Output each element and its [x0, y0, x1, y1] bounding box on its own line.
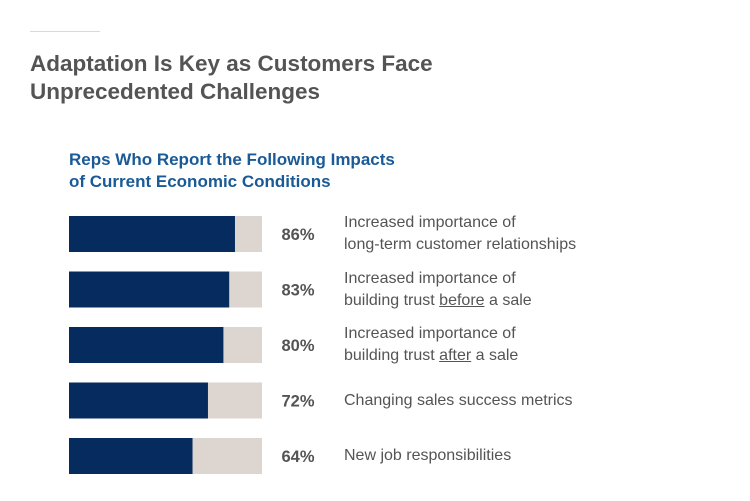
category-label-text: a sale — [484, 291, 532, 309]
page-title-line-1: Adaptation Is Key as Customers Face — [30, 51, 433, 76]
bar-value — [69, 327, 224, 363]
category-label-text: Increased importance of — [344, 269, 516, 287]
category-label-emphasis: before — [439, 291, 485, 309]
page-title-line-2: Unprecedented Challenges — [30, 79, 321, 104]
category-label: New job responsibilities — [344, 445, 644, 467]
bar-value — [69, 438, 193, 474]
top-divider — [30, 31, 100, 32]
bar-row: 86% — [69, 216, 315, 252]
category-label-text: long-term customer relationships — [344, 236, 577, 253]
bar-value — [69, 382, 208, 419]
category-label-text: Increased importance of — [344, 325, 516, 342]
category-label-text: building trust — [344, 347, 440, 364]
category-label: Changing sales success metrics — [344, 390, 644, 412]
bar-row: 80% — [69, 327, 315, 363]
category-label-text: Changing sales success metrics — [344, 391, 573, 409]
value-label: 80% — [281, 337, 314, 355]
category-label: Increased importance of building trust af… — [344, 323, 644, 367]
page-title: Adaptation Is Key as Customers Face Unpr… — [30, 50, 590, 106]
bar-row: 72% — [69, 382, 315, 419]
category-label-emphasis: after — [439, 347, 472, 364]
value-label: 64% — [281, 448, 314, 466]
category-label-text: a sale — [471, 347, 519, 364]
value-label: 72% — [281, 393, 314, 411]
chart-title-line-2: of Current Economic Conditions — [69, 172, 331, 191]
category-label: Increased importance of building trust be… — [344, 268, 644, 312]
chart-title: Reps Who Report the Following Impacts of… — [69, 149, 489, 193]
category-label: Increased importance of long-term custome… — [344, 212, 644, 256]
bar-value — [69, 216, 235, 252]
category-label-text: Increased importance of — [344, 214, 516, 231]
value-label: 86% — [281, 226, 314, 244]
bar-value — [69, 271, 230, 308]
category-label-text: New job responsibilities — [344, 447, 512, 464]
chart-title-line-1: Reps Who Report the Following Impacts — [69, 150, 395, 169]
bar-row: 83% — [69, 271, 315, 308]
bar-row: 64% — [69, 438, 315, 474]
value-label: 83% — [281, 282, 314, 300]
category-label-text: building trust — [344, 291, 440, 309]
